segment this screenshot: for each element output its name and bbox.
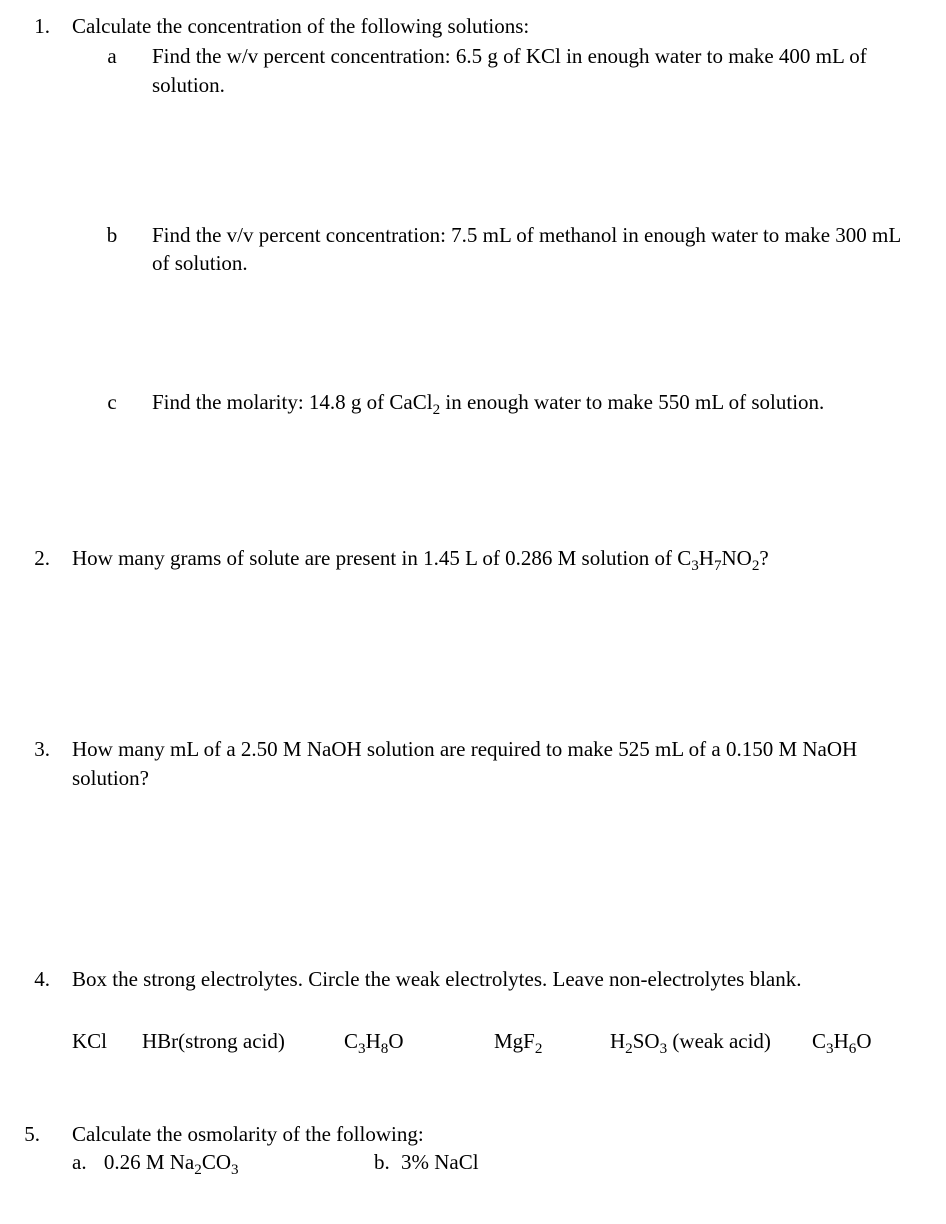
question-1a: a Find the w/v percent concentration: 6.…	[72, 42, 906, 99]
q4-option-3: C3H8O	[344, 1027, 494, 1055]
question-4-main: 4. Box the strong electrolytes. Circle t…	[24, 965, 906, 1056]
answer-space-2	[24, 572, 906, 707]
question-5a: a. 0.26 M Na2CO3	[72, 1148, 374, 1176]
question-1-number: 1.	[24, 12, 58, 40]
question-4: 4. Box the strong electrolytes. Circle t…	[24, 965, 906, 1092]
question-1c: c Find the molarity: 14.8 g of CaCl2 in …	[72, 388, 906, 416]
question-4-options: KCl HBr(strong acid) C3H8O MgF2 H2SO3 (w…	[72, 1027, 906, 1055]
question-5-number: 5.	[24, 1120, 48, 1148]
question-1c-label: c	[72, 388, 152, 416]
question-1: 1. Calculate the concentration of the fo…	[24, 12, 906, 516]
question-2-body: How many grams of solute are present in …	[58, 544, 906, 572]
question-5-parts: a. 0.26 M Na2CO3 b. 3% NaCl	[72, 1148, 906, 1176]
question-5-body: Calculate the osmolarity of the followin…	[48, 1120, 906, 1177]
question-5a-text: 0.26 M Na2CO3	[92, 1150, 239, 1174]
question-3-text: How many mL of a 2.50 M NaOH solution ar…	[72, 737, 857, 789]
question-5b-text: 3% NaCl	[395, 1150, 479, 1174]
question-1b: b Find the v/v percent concentration: 7.…	[72, 221, 906, 278]
question-1b-label: b	[72, 221, 152, 249]
gap-before-q4-options	[72, 993, 906, 1023]
question-1b-text: Find the v/v percent concentration: 7.5 …	[152, 221, 906, 278]
question-2-text: How many grams of solute are present in …	[72, 546, 769, 570]
question-1-main: 1. Calculate the concentration of the fo…	[24, 12, 906, 416]
q4-option-2: HBr(strong acid)	[142, 1027, 344, 1055]
question-5-stem: Calculate the osmolarity of the followin…	[72, 1120, 906, 1148]
question-5: 5. Calculate the osmolarity of the follo…	[24, 1120, 906, 1177]
question-3-number: 3.	[24, 735, 58, 763]
answer-space-1c	[24, 416, 906, 516]
question-3: 3. How many mL of a 2.50 M NaOH solution…	[24, 735, 906, 937]
question-5-main: 5. Calculate the osmolarity of the follo…	[24, 1120, 906, 1177]
question-2-number: 2.	[24, 544, 58, 572]
question-4-number: 4.	[24, 965, 58, 993]
question-5b: b. 3% NaCl	[374, 1148, 479, 1176]
question-5b-label: b.	[374, 1150, 390, 1174]
question-3-body: How many mL of a 2.50 M NaOH solution ar…	[58, 735, 906, 792]
q4-option-4: MgF2	[494, 1027, 610, 1055]
question-5a-label: a.	[72, 1150, 87, 1174]
answer-space-1b	[72, 278, 906, 386]
question-3-main: 3. How many mL of a 2.50 M NaOH solution…	[24, 735, 906, 792]
question-1-stem: Calculate the concentration of the follo…	[72, 12, 906, 40]
question-1a-text: Find the w/v percent concentration: 6.5 …	[152, 42, 906, 99]
question-2-main: 2. How many grams of solute are present …	[24, 544, 906, 572]
answer-space-3	[24, 792, 906, 937]
q4-option-5: H2SO3 (weak acid)	[610, 1027, 812, 1055]
question-1c-text: Find the molarity: 14.8 g of CaCl2 in en…	[152, 388, 906, 416]
q4-option-6: C3H6O	[812, 1027, 871, 1055]
question-4-stem: Box the strong electrolytes. Circle the …	[72, 965, 906, 993]
question-2: 2. How many grams of solute are present …	[24, 544, 906, 707]
question-1-body: Calculate the concentration of the follo…	[58, 12, 906, 416]
answer-space-1a	[72, 99, 906, 219]
q4-option-1: KCl	[72, 1027, 142, 1055]
answer-space-4	[24, 1056, 906, 1092]
question-4-body: Box the strong electrolytes. Circle the …	[58, 965, 906, 1056]
question-1a-label: a	[72, 42, 152, 70]
